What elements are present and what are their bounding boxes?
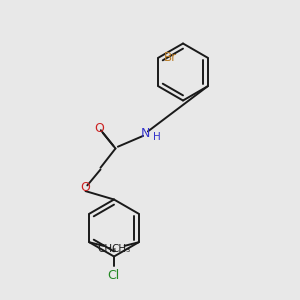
Text: Br: Br [164, 51, 177, 64]
Text: CH₃: CH₃ [98, 244, 117, 254]
Text: N: N [141, 127, 150, 140]
Text: CH₃: CH₃ [111, 244, 130, 254]
Text: Cl: Cl [107, 269, 119, 282]
Text: H: H [153, 132, 161, 142]
Text: O: O [81, 181, 90, 194]
Text: O: O [94, 122, 104, 135]
